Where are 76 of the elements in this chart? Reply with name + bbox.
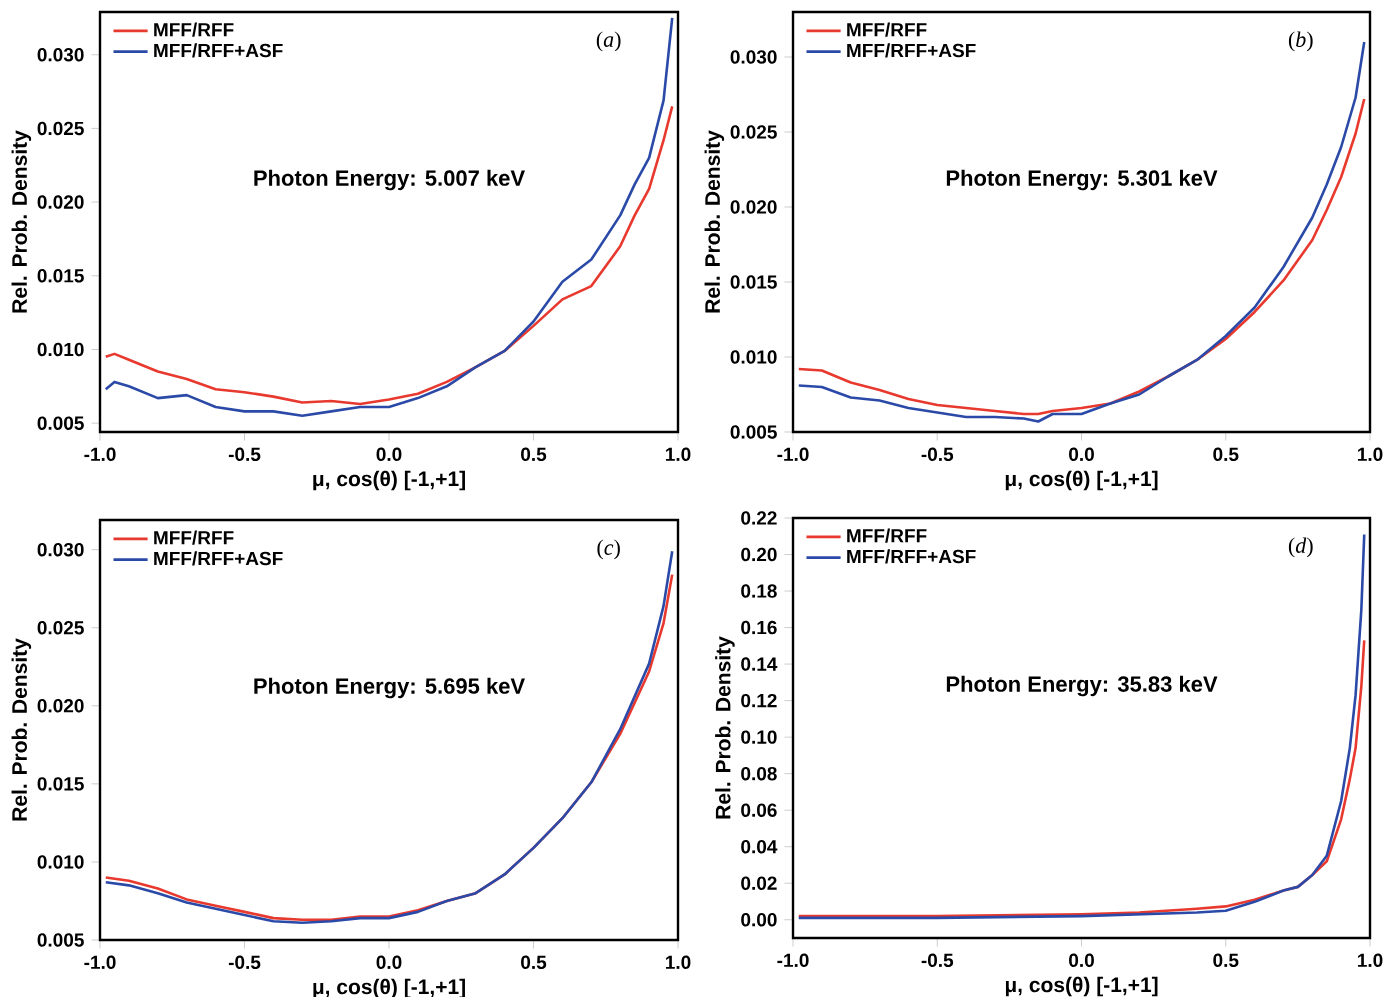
x-tick-label: -1.0 <box>777 953 809 968</box>
y-tick-label: 0.22 <box>741 511 777 525</box>
y-axis-title: Rel. Prob. Density <box>715 636 735 819</box>
y-tick-label: 0.12 <box>741 693 777 708</box>
x-tick-label: 0.0 <box>376 955 402 970</box>
x-tick-label: 1.0 <box>1358 447 1383 462</box>
y-axis-title: Rel. Prob. Density <box>11 130 32 313</box>
annotation: (d) <box>1288 537 1313 558</box>
x-tick-label: -1.0 <box>84 955 116 970</box>
legend-label: MFF/RFF+ASF <box>847 43 976 58</box>
y-tick-label: 0.005 <box>730 425 777 439</box>
legend-label: MFF/RFF <box>154 530 234 545</box>
legend-label: MFF/RFF <box>154 22 234 37</box>
y-tick-label: 0.005 <box>37 933 84 947</box>
y-tick-label: 0.20 <box>741 547 777 562</box>
annotation: (b) <box>1288 31 1313 52</box>
x-tick-label: -1.0 <box>777 447 809 462</box>
y-tick-label: 0.06 <box>741 803 777 817</box>
y-tick-label: 0.02 <box>741 876 777 890</box>
y-axis-title: Rel. Prob. Density <box>11 638 32 821</box>
y-tick-label: 0.14 <box>741 657 778 671</box>
x-tick-label: 1.0 <box>1358 953 1383 968</box>
y-tick-label: 0.04 <box>741 839 778 854</box>
annotation: (c) <box>597 539 620 560</box>
y-tick-label: 0.020 <box>37 195 84 209</box>
y-tick-label: 0.020 <box>730 200 777 214</box>
x-tick-label: 0.0 <box>376 447 402 462</box>
y-tick-label: 0.020 <box>37 699 84 713</box>
x-tick-label: -0.5 <box>228 447 261 462</box>
x-tick-label: -0.5 <box>921 447 954 462</box>
x-axis-title: μ, cos(θ) [-1,+1] <box>1005 470 1158 491</box>
legend-label: MFF/RFF <box>847 22 927 37</box>
y-tick-label: 0.16 <box>741 620 777 635</box>
annotation: Photon Energy: 35.83 keV <box>946 675 1218 697</box>
y-tick-label: 0.025 <box>730 125 777 139</box>
annotation: Photon Energy: 5.301 keV <box>946 169 1218 191</box>
x-tick-label: -0.5 <box>921 953 954 968</box>
y-tick-label: 0.010 <box>37 342 84 357</box>
y-tick-label: 0.025 <box>37 621 84 635</box>
legend-label: MFF/RFF+ASF <box>154 43 283 58</box>
y-tick-label: 0.015 <box>37 269 84 283</box>
x-tick-label: 0.0 <box>1069 953 1094 968</box>
x-tick-label: -0.5 <box>228 955 261 970</box>
line-series <box>104 16 674 418</box>
x-tick-label: 0.0 <box>1069 447 1094 462</box>
y-tick-label: 0.010 <box>730 350 777 364</box>
x-axis-title: μ, cos(θ) [-1,+1] <box>1005 976 1158 997</box>
y-tick-label: 0.18 <box>741 584 777 598</box>
annotation: Photon Energy: 5.695 keV <box>254 677 525 699</box>
x-tick-label: -1.0 <box>84 447 116 462</box>
y-tick-label: 0.025 <box>37 121 84 136</box>
y-tick-label: 0.015 <box>37 777 84 791</box>
y-tick-label: 0.08 <box>741 766 777 781</box>
x-axis-title: μ, cos(θ) [-1,+1] <box>313 470 465 491</box>
y-tick-label: 0.030 <box>730 50 777 64</box>
y-tick-label: 0.030 <box>37 47 84 62</box>
legend-label: MFF/RFF <box>847 528 927 543</box>
x-tick-label: 1.0 <box>665 447 691 462</box>
x-tick-label: 0.5 <box>521 447 547 462</box>
x-tick-label: 0.5 <box>521 955 547 970</box>
line-series <box>104 105 674 406</box>
y-tick-label: 0.005 <box>37 416 84 430</box>
annotation: (a) <box>596 31 621 52</box>
x-tick-label: 0.5 <box>1213 953 1239 968</box>
y-tick-label: 0.00 <box>741 913 777 927</box>
x-tick-label: 1.0 <box>665 955 691 970</box>
y-tick-label: 0.10 <box>741 730 777 744</box>
x-tick-label: 0.5 <box>1213 447 1239 462</box>
y-tick-label: 0.015 <box>730 275 777 289</box>
y-tick-label: 0.030 <box>37 542 84 557</box>
legend-label: MFF/RFF+ASF <box>847 549 976 564</box>
y-tick-label: 0.010 <box>37 855 84 869</box>
y-axis-title: Rel. Prob. Density <box>704 130 725 313</box>
annotation: Photon Energy: 5.007 keV <box>254 169 525 191</box>
line-series <box>797 639 1366 918</box>
legend-label: MFF/RFF+ASF <box>154 551 283 566</box>
